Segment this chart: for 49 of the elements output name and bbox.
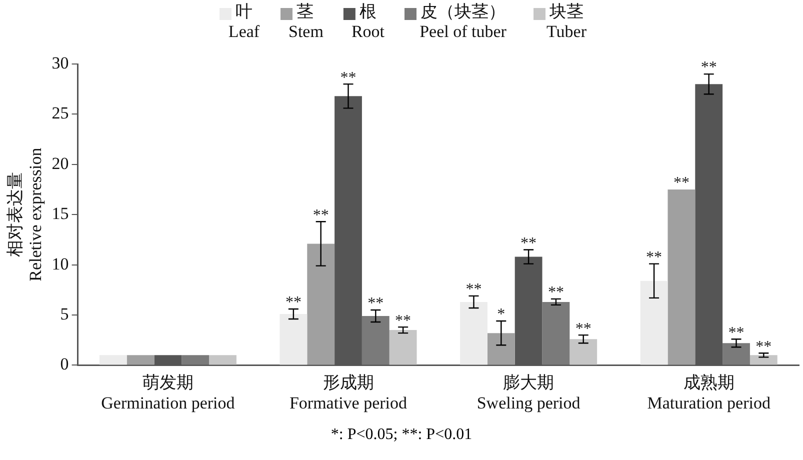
bar: [640, 280, 668, 365]
data-label: **: [728, 324, 744, 342]
bar: [570, 339, 598, 365]
bar: [542, 302, 570, 365]
bar: [362, 316, 390, 365]
x-tick-label: 形成期 Formative period: [289, 372, 408, 412]
x-tick-label: 成熟期 Maturation period: [647, 372, 771, 412]
y-tick-label: 20: [52, 154, 69, 173]
bar: [460, 302, 488, 365]
data-label: *: [497, 306, 506, 324]
y-tick-label: 30: [52, 53, 69, 72]
x-tick-label: 膨大期 Sweling period: [476, 372, 581, 412]
bar: [99, 355, 127, 365]
bar: [722, 343, 750, 365]
data-label: **: [312, 206, 329, 224]
data-label: **: [520, 234, 537, 252]
y-tick-label: 10: [52, 254, 69, 274]
y-axis-title: 相对表达量 Reletive expression: [6, 147, 46, 282]
y-tick-label: 0: [60, 354, 69, 374]
bar: [750, 355, 778, 365]
legend-label: 茎 Stem: [288, 2, 324, 41]
data-label: **: [548, 284, 564, 302]
legend-label: 根 Root: [351, 2, 385, 41]
data-label: **: [700, 59, 717, 76]
bar: [182, 355, 210, 365]
legend-label: 皮（块茎） Peel of tuber: [420, 2, 507, 41]
y-tick-label: 15: [52, 204, 69, 224]
data-label: **: [395, 312, 412, 330]
data-label: **: [575, 320, 592, 338]
legend-label: 叶 Leaf: [228, 2, 260, 41]
legend-label: 块茎 Tuber: [546, 2, 587, 41]
bar: [280, 314, 308, 365]
data-label: **: [646, 249, 662, 266]
data-label: **: [466, 281, 482, 298]
x-tick-label: 萌发期 Germination period: [101, 372, 236, 412]
y-tick-label: 25: [52, 104, 69, 123]
data-label: **: [285, 294, 302, 312]
data-label: **: [368, 295, 384, 312]
data-label: **: [340, 69, 356, 86]
data-label: **: [673, 174, 690, 192]
bar: [209, 355, 236, 365]
bar: [668, 190, 696, 365]
text: *: P<0.05; **: P<0.01: [330, 426, 474, 444]
data-label: **: [756, 338, 772, 356]
bar: [487, 333, 515, 365]
bar: [126, 355, 154, 365]
bar: [307, 244, 335, 365]
y-tick-label: 5: [60, 304, 69, 324]
bar: [389, 330, 417, 365]
